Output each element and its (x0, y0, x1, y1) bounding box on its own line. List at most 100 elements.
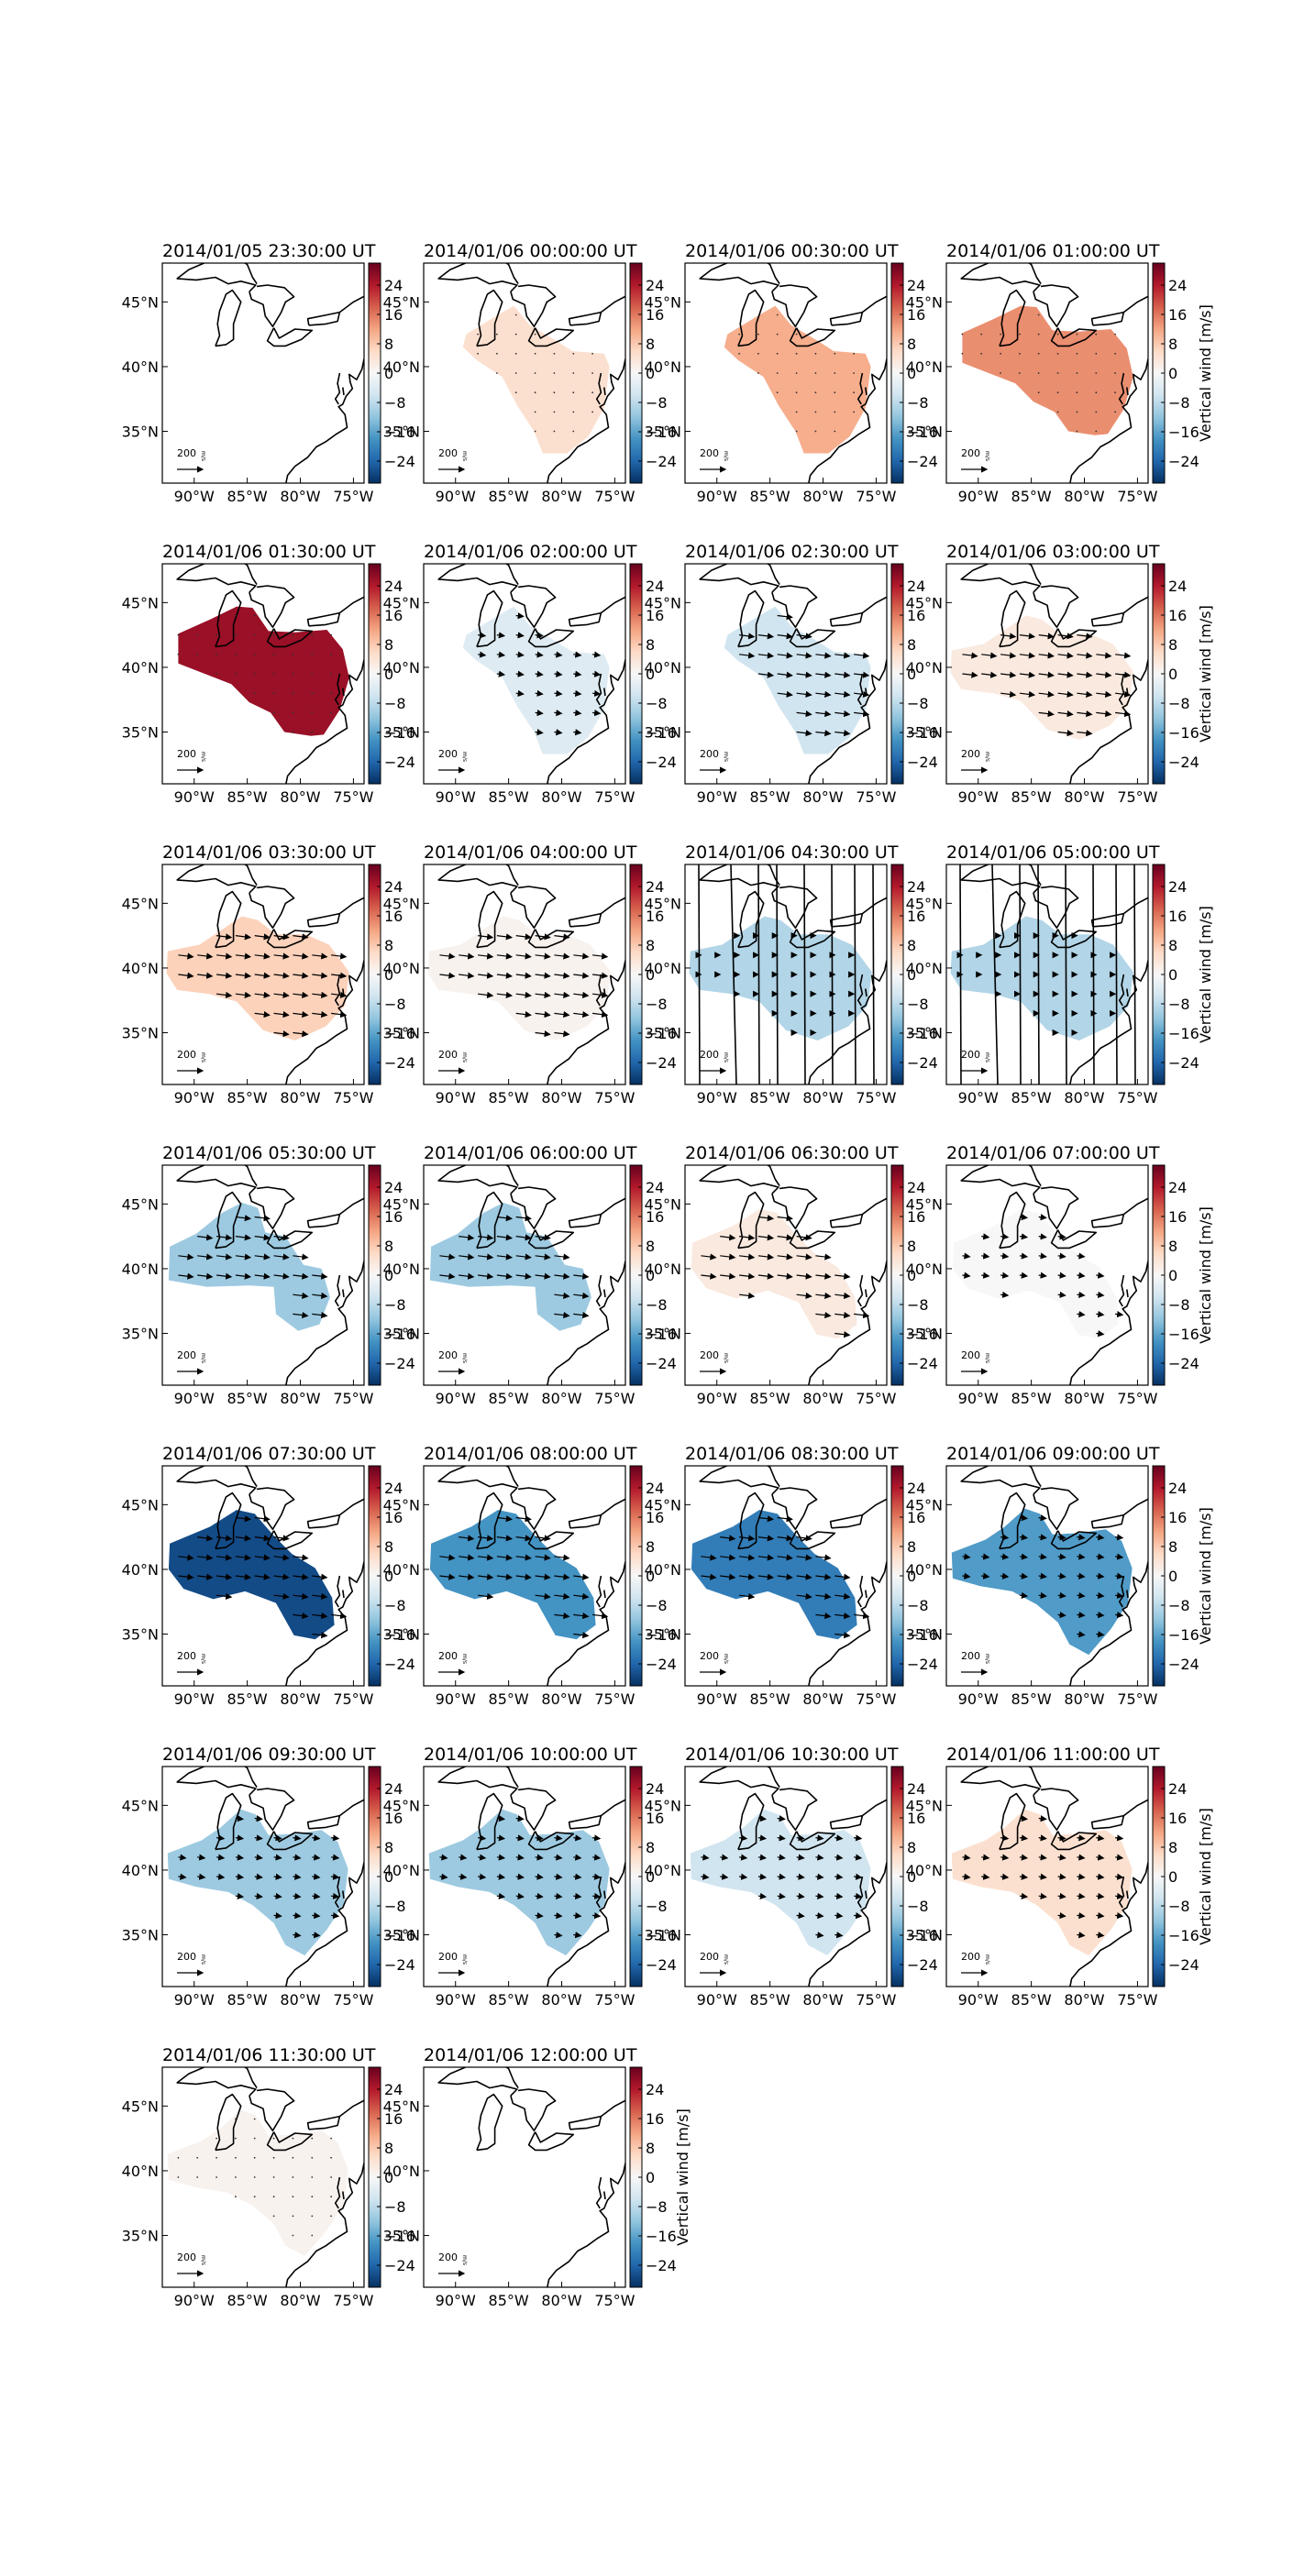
scale-value: 200 (438, 447, 458, 459)
colorbar-tick-label: 16 (646, 2110, 664, 2128)
wind-vector (235, 991, 252, 998)
wind-vector (854, 1312, 870, 1319)
wind-vector (515, 1854, 525, 1861)
wind-vector (1114, 352, 1116, 355)
wind-vector (777, 1815, 786, 1822)
wind-vector (496, 1215, 514, 1222)
wind-vector (1000, 1233, 1010, 1240)
wind-vector (980, 333, 983, 336)
lat-tick-label: 45°N (383, 293, 420, 311)
wind-vector (854, 1912, 863, 1920)
wind-vector (331, 1892, 340, 1900)
colorbar-tick-label: 0 (384, 1267, 393, 1284)
coastline (999, 1492, 1026, 1550)
wind-vector (591, 372, 593, 374)
colorbar-tick-label: 16 (907, 1509, 925, 1526)
wind-vector (273, 1573, 290, 1580)
colorbar-tick-label: −8 (646, 2198, 668, 2216)
lon-tick-label: 80°W (802, 1089, 843, 1106)
wind-vector (496, 1234, 514, 1241)
wind-vector (1000, 690, 1017, 698)
coastline (547, 2163, 625, 2287)
wind-vector (496, 1573, 514, 1580)
wind-vector (235, 972, 252, 979)
lon-tick-label: 90°W (174, 1991, 215, 2009)
wind-vector (962, 1271, 971, 1279)
lat-tick-label: 45°N (906, 1496, 943, 1514)
wind-vector (757, 652, 775, 659)
wind-vector (535, 1592, 551, 1600)
lat-tick-label: 35°N (645, 1927, 681, 1944)
wind-vector (178, 952, 194, 960)
coastline (771, 1487, 818, 1530)
wind-vector (235, 1834, 245, 1842)
wind-vector (292, 2137, 294, 2140)
coastline (334, 2176, 341, 2209)
coastline (285, 659, 364, 784)
coastline (1033, 284, 1079, 327)
scale-unit: m/s (461, 1052, 468, 1062)
coastline (865, 1289, 868, 1298)
coastline (334, 1876, 341, 1909)
wind-vector (777, 1854, 786, 1861)
colorbar-tick-label: 24 (646, 2081, 664, 2098)
wind-vector (1096, 1330, 1105, 1338)
wind-vector (1019, 1834, 1029, 1842)
coastline (437, 1767, 519, 1796)
coastline (960, 864, 1042, 894)
wind-vector (795, 391, 798, 394)
wind-vector (514, 352, 517, 355)
coastline (595, 673, 602, 706)
wind-vector (834, 372, 836, 374)
coastline (215, 890, 242, 949)
coastline (1118, 974, 1125, 1007)
coastline (771, 1788, 818, 1831)
wind-vector (459, 1253, 475, 1260)
colorbar-tick-label: 24 (384, 1179, 403, 1196)
wind-vector (739, 1834, 748, 1842)
wind-vector (1019, 864, 1022, 1084)
colorbar-tick-label: −16 (384, 1326, 415, 1343)
scale-unit: m/s (984, 752, 990, 762)
lon-tick-label: 90°W (436, 488, 476, 505)
wind-vector (1077, 730, 1093, 737)
wind-vector (777, 671, 793, 678)
lon-tick-label: 85°W (227, 488, 268, 505)
wind-vector (1019, 633, 1036, 640)
lat-tick-label: 35°N (383, 1927, 420, 1944)
panel-title: 2014/01/06 09:30:00 UT (162, 1745, 376, 1765)
lon-tick-label: 90°W (958, 788, 999, 806)
map-panel: 2014/01/06 08:00:00 UT 200 m/s 45°N 40°N 35°N… (383, 1444, 677, 1708)
wind-vector (1038, 1815, 1047, 1822)
coastline (510, 1186, 557, 1229)
wind-vector (235, 1515, 252, 1523)
wind-vector (1038, 1854, 1047, 1861)
lon-tick-label: 80°W (541, 1390, 581, 1407)
colorbar-tick-label: −16 (384, 2228, 415, 2245)
wind-vector (591, 352, 593, 355)
scale-value: 200 (177, 1650, 196, 1662)
panel-title: 2014/01/06 08:30:00 UT (685, 1444, 899, 1464)
wind-vector (1037, 864, 1040, 1084)
coastline (476, 1792, 503, 1851)
coastline (600, 897, 625, 915)
colorbar-label: Vertical wind [m/s] (1197, 1507, 1214, 1645)
lon-tick-label: 90°W (958, 1991, 999, 2009)
wind-vector (273, 1535, 290, 1542)
wind-vector (216, 991, 233, 998)
wind-vector (478, 1554, 494, 1561)
wind-vector (1038, 1534, 1047, 1541)
wind-vector (554, 729, 563, 736)
wind-vector (254, 1272, 271, 1280)
wind-vector (273, 1592, 290, 1600)
coastline (865, 387, 868, 396)
lat-tick-label: 45°N (645, 1496, 681, 1514)
lat-tick-label: 35°N (383, 724, 420, 742)
map-panel: 2014/01/06 03:30:00 UT 200 m/s 45°N 40°N 35°N… (122, 842, 415, 1106)
lon-tick-label: 75°W (594, 1390, 635, 1407)
wind-vector (1037, 352, 1040, 355)
lat-tick-label: 35°N (645, 1025, 681, 1042)
lon-tick-label: 85°W (489, 2292, 529, 2309)
map-frame (423, 2066, 626, 2288)
colorbar-tick-label: −24 (646, 1355, 677, 1372)
